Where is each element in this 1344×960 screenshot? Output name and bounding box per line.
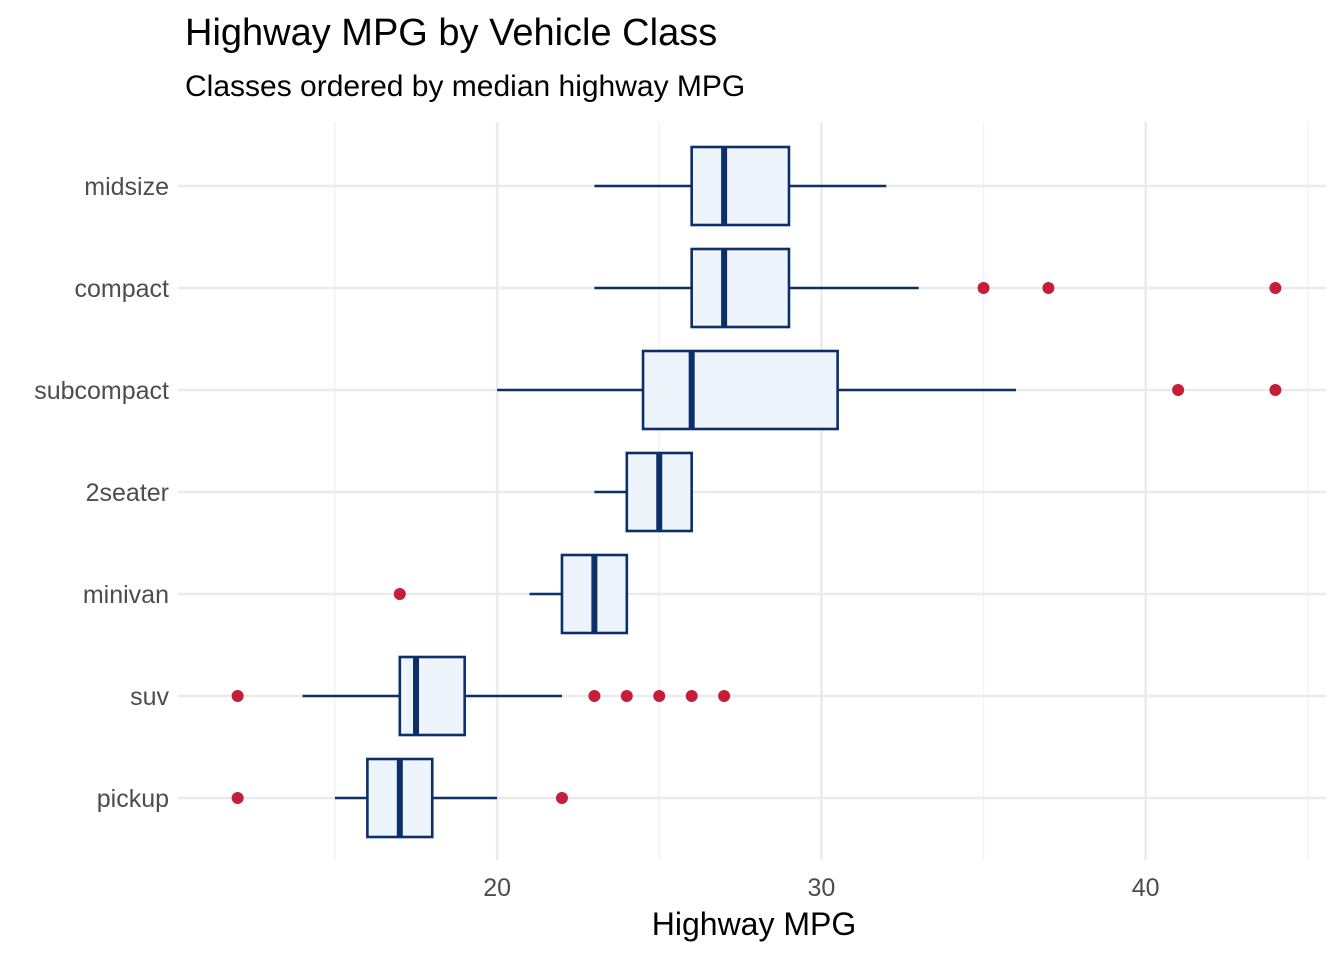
outlier-point [685, 690, 698, 702]
outlier-point [1042, 282, 1055, 294]
grid-layer [178, 122, 1326, 860]
box-iqr [690, 247, 791, 329]
box-minivan [393, 553, 629, 635]
y-tick-label: pickup [97, 785, 169, 813]
x-tick-label: 40 [1132, 874, 1160, 902]
box-suv [231, 655, 731, 737]
box-iqr [690, 145, 791, 227]
outlier-point [393, 588, 406, 600]
outlier-point [588, 690, 601, 702]
y-tick-label: suv [130, 683, 169, 711]
outlier-point [231, 792, 244, 804]
y-tick-label: midsize [84, 173, 169, 201]
box-midsize [594, 145, 887, 227]
box-iqr [398, 655, 466, 737]
outlier-point [231, 690, 244, 702]
x-tick-label: 20 [483, 874, 511, 902]
label-layer: 20 30 40 midsize compact subcompact 2seater min… [34, 173, 1159, 902]
box-subcompact [497, 349, 1282, 431]
box-2seater [594, 451, 693, 533]
y-tick-label: subcompact [34, 377, 169, 405]
x-axis-title: Highway MPG [652, 906, 857, 942]
y-tick-label: compact [75, 275, 170, 303]
outlier-point [718, 690, 731, 702]
x-tick-label: 30 [807, 874, 835, 902]
box-layer [231, 145, 1282, 839]
box-compact [594, 247, 1282, 329]
box-iqr [641, 349, 839, 431]
outlier-point [977, 282, 990, 294]
box-pickup [231, 757, 568, 839]
chart-title: Highway MPG by Vehicle Class [185, 12, 718, 54]
outlier-point [620, 690, 633, 702]
y-tick-label: minivan [83, 581, 169, 609]
outlier-point [1269, 384, 1282, 396]
chart-subtitle: Classes ordered by median highway MPG [185, 70, 746, 103]
outlier-point [1172, 384, 1185, 396]
y-tick-label: 2seater [86, 479, 169, 507]
outlier-point [653, 690, 666, 702]
outlier-point [555, 792, 568, 804]
outlier-point [1269, 282, 1282, 294]
